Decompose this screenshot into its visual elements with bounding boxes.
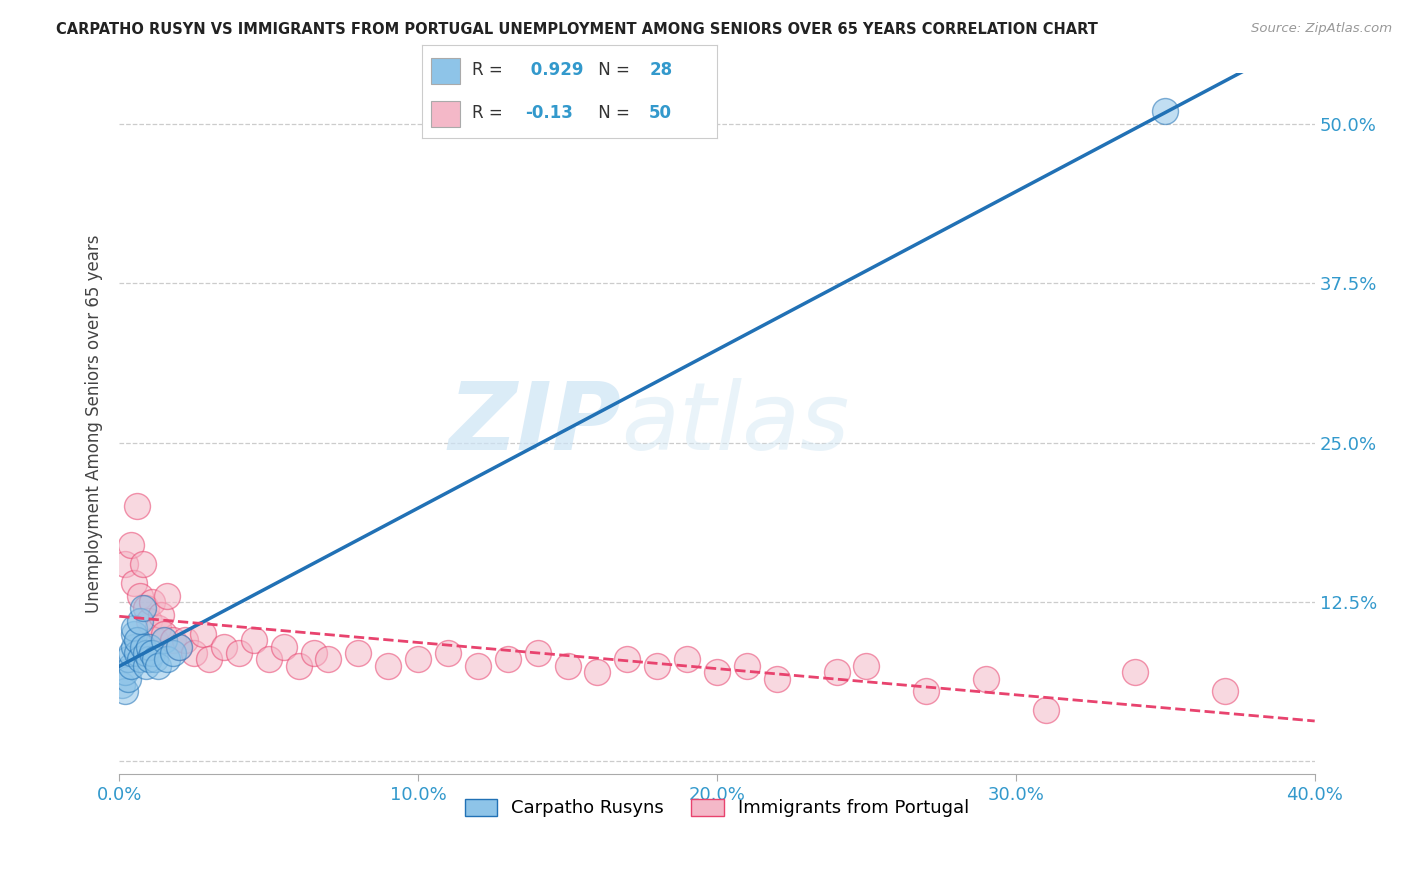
Point	[129, 614, 152, 628]
Text: ZIP: ZIP	[449, 377, 621, 469]
Point	[120, 658, 142, 673]
Point	[174, 633, 197, 648]
Point	[318, 652, 340, 666]
Point	[557, 658, 579, 673]
Point	[347, 646, 370, 660]
Point	[616, 652, 638, 666]
Point	[122, 575, 145, 590]
Point	[138, 652, 160, 666]
Point	[114, 684, 136, 698]
Point	[138, 640, 160, 654]
Point	[273, 640, 295, 654]
Point	[706, 665, 728, 680]
Point	[1213, 684, 1236, 698]
Point	[765, 672, 787, 686]
Point	[586, 665, 609, 680]
Point	[467, 658, 489, 673]
Point	[143, 633, 166, 648]
Point	[138, 614, 160, 628]
Point	[645, 658, 668, 673]
Point	[114, 665, 136, 680]
Point	[117, 672, 139, 686]
Point	[120, 646, 142, 660]
Text: R =: R =	[472, 104, 508, 122]
Point	[127, 500, 149, 514]
Point	[183, 646, 205, 660]
Text: R =: R =	[472, 61, 508, 78]
Point	[132, 601, 155, 615]
Point	[143, 652, 166, 666]
Point	[132, 640, 155, 654]
Point	[146, 621, 169, 635]
Point	[212, 640, 235, 654]
Point	[1035, 703, 1057, 717]
Point	[156, 589, 179, 603]
Point	[974, 672, 997, 686]
Point	[141, 646, 163, 660]
Point	[526, 646, 548, 660]
Point	[127, 633, 149, 648]
Text: CARPATHO RUSYN VS IMMIGRANTS FROM PORTUGAL UNEMPLOYMENT AMONG SENIORS OVER 65 YE: CARPATHO RUSYN VS IMMIGRANTS FROM PORTUG…	[56, 22, 1098, 37]
Point	[191, 627, 214, 641]
Point	[377, 658, 399, 673]
Legend: Carpatho Rusyns, Immigrants from Portugal: Carpatho Rusyns, Immigrants from Portuga…	[457, 791, 977, 825]
Point	[406, 652, 429, 666]
FancyBboxPatch shape	[430, 58, 460, 84]
Point	[146, 658, 169, 673]
Point	[257, 652, 280, 666]
Text: 0.929: 0.929	[526, 61, 583, 78]
FancyBboxPatch shape	[430, 101, 460, 127]
Point	[132, 557, 155, 571]
Point	[242, 633, 264, 648]
Text: N =: N =	[593, 104, 636, 122]
Point	[120, 538, 142, 552]
Point	[287, 658, 309, 673]
Point	[153, 627, 176, 641]
Point	[162, 633, 184, 648]
Text: 50: 50	[650, 104, 672, 122]
Point	[117, 652, 139, 666]
Point	[122, 621, 145, 635]
Point	[129, 589, 152, 603]
Point	[162, 646, 184, 660]
Point	[198, 652, 221, 666]
Text: N =: N =	[593, 61, 636, 78]
Text: Source: ZipAtlas.com: Source: ZipAtlas.com	[1251, 22, 1392, 36]
Point	[135, 601, 157, 615]
Point	[855, 658, 877, 673]
Point	[825, 665, 848, 680]
Point	[122, 640, 145, 654]
Point	[915, 684, 938, 698]
Point	[1154, 104, 1177, 119]
Point	[735, 658, 758, 673]
Point	[135, 646, 157, 660]
Point	[167, 640, 190, 654]
Point	[129, 652, 152, 666]
Text: -0.13: -0.13	[526, 104, 574, 122]
Text: atlas: atlas	[621, 378, 849, 469]
Point	[127, 646, 149, 660]
Text: 28: 28	[650, 61, 672, 78]
Point	[150, 607, 173, 622]
Point	[676, 652, 699, 666]
Point	[302, 646, 325, 660]
Point	[135, 658, 157, 673]
Point	[167, 640, 190, 654]
Point	[437, 646, 460, 660]
Y-axis label: Unemployment Among Seniors over 65 years: Unemployment Among Seniors over 65 years	[86, 235, 103, 613]
Point	[496, 652, 519, 666]
Point	[156, 652, 179, 666]
Point	[1125, 665, 1147, 680]
Point	[153, 633, 176, 648]
Point	[141, 595, 163, 609]
Point	[122, 627, 145, 641]
Point	[228, 646, 250, 660]
Point	[111, 678, 134, 692]
Point	[114, 557, 136, 571]
